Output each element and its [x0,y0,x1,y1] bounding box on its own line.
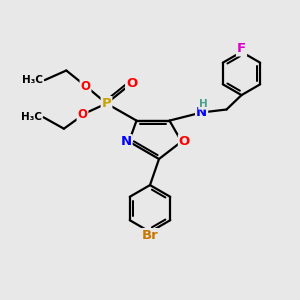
Text: O: O [77,108,88,121]
Text: Br: Br [142,229,158,242]
Text: F: F [237,42,246,56]
Text: O: O [179,135,190,148]
Text: N: N [196,106,207,119]
Text: P: P [102,97,111,110]
Text: H₃C: H₃C [21,112,42,122]
Text: H₃C: H₃C [22,75,43,85]
Text: N: N [120,135,132,148]
Text: O: O [126,77,137,90]
Text: O: O [80,80,91,93]
Text: H: H [199,99,208,109]
